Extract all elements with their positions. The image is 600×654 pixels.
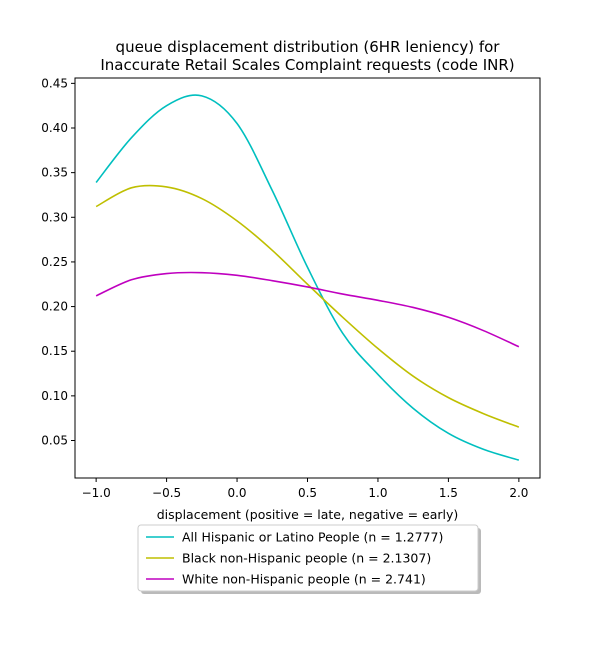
axes-frame	[74, 77, 541, 479]
y-tick-label: 0.45	[41, 76, 68, 90]
x-axis-label: displacement (positive = late, negative …	[157, 507, 459, 522]
y-tick-label: 0.10	[41, 389, 68, 403]
x-tick-label: 0.5	[298, 486, 317, 500]
y-tick-label: 0.05	[41, 434, 68, 448]
chart-title-line-2: Inaccurate Retail Scales Complaint reque…	[100, 56, 514, 74]
y-tick-label: 0.25	[41, 255, 68, 269]
y-tick-label: 0.20	[41, 300, 68, 314]
x-tick-label: 2.0	[509, 486, 528, 500]
series-line-1	[95, 94, 520, 461]
y-tick-label: 0.40	[41, 121, 68, 135]
chart-title-line-1: queue displacement distribution (6HR len…	[116, 38, 501, 56]
legend-label-2: Black non-Hispanic people (n = 2.1307)	[182, 551, 431, 566]
x-tick-label: 0.0	[227, 486, 246, 500]
plot-area: −1.0 −0.5 0.0 0.5 1.0 1.5 2.0 0.05 0.10 0.15 0.20 0…	[41, 76, 541, 500]
x-tick-label: 1.0	[368, 486, 387, 500]
x-tick-label: −1.0	[82, 486, 111, 500]
legend-label-1: All Hispanic or Latino People (n = 1.277…	[182, 530, 443, 545]
y-tick-label: 0.15	[41, 344, 68, 358]
series-line-2	[95, 184, 520, 428]
legend-label-3: White non-Hispanic people (n = 2.741)	[182, 572, 426, 587]
legend: All Hispanic or Latino People (n = 1.277…	[137, 524, 481, 594]
x-tick-label: 1.5	[439, 486, 458, 500]
legend-box	[137, 524, 479, 592]
series-line-3	[95, 271, 520, 348]
y-tick-label: 0.35	[41, 166, 68, 180]
y-tick-label: 0.30	[41, 210, 68, 224]
x-tick-label: −0.5	[152, 486, 181, 500]
